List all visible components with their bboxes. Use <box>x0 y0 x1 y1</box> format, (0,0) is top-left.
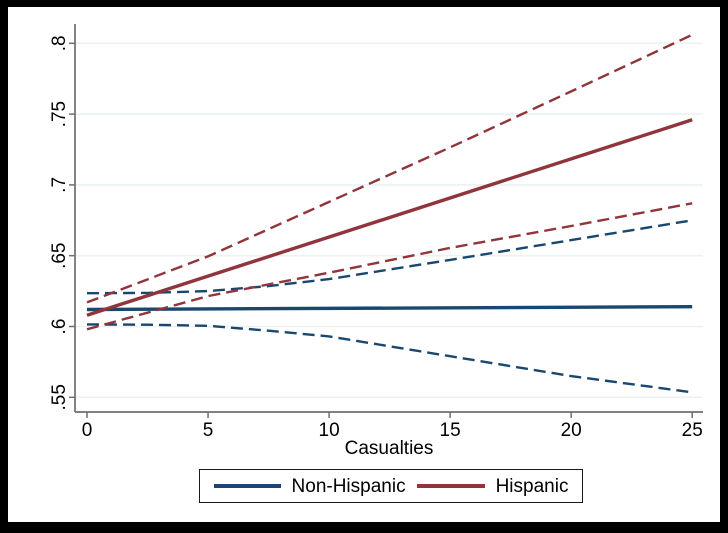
y-tick-label-55: .55 <box>49 384 70 410</box>
series-non-hispanic-ci-upper-line <box>86 219 693 295</box>
x-tick-label-5: 5 <box>203 420 214 441</box>
x-tick-label-15: 15 <box>440 420 461 441</box>
series-non-hispanic-ci-lower-line <box>86 323 693 394</box>
legend-label-hispanic: Hispanic <box>495 475 569 497</box>
legend-line-sample-hispanic <box>416 484 485 488</box>
series-hispanic-line <box>86 118 693 317</box>
series-group <box>86 33 693 394</box>
axes-group <box>69 24 703 418</box>
series-hispanic-ci-lower-line <box>86 202 693 331</box>
legend-line-sample-non-hispanic <box>213 484 281 488</box>
x-tick-label-20: 20 <box>561 420 582 441</box>
legend-entry-non-hispanic: Non-Hispanic <box>213 475 406 497</box>
legend-label-non-hispanic: Non-Hispanic <box>291 475 406 497</box>
y-tick-label-6: .6 <box>49 319 70 335</box>
y-tick-label-65: .65 <box>49 242 70 268</box>
series-hispanic-ci-upper-line <box>86 33 693 304</box>
x-tick-label-25: 25 <box>682 420 703 441</box>
x-axis-title: Casualties <box>344 438 434 459</box>
series-non-hispanic-line <box>86 305 693 312</box>
figure: .55 .6 .65 .7 .75 .8 0 5 10 15 20 25 Casualties Non… <box>8 7 720 522</box>
y-tick-label-8: .8 <box>49 35 70 51</box>
legend-entry-hispanic: Hispanic <box>416 475 569 497</box>
y-tick-label-75: .75 <box>49 101 70 127</box>
x-tick-label-0: 0 <box>82 420 93 441</box>
x-tick-label-10: 10 <box>319 420 340 441</box>
tick-labels-group: .55 .6 .65 .7 .75 .8 0 5 10 15 20 25 <box>49 35 703 441</box>
legend-box: Non-Hispanic Hispanic <box>199 469 583 503</box>
gridlines-group <box>75 42 703 399</box>
y-tick-label-7: .7 <box>49 177 70 193</box>
chart-svg: .55 .6 .65 .7 .75 .8 0 5 10 15 20 25 <box>49 24 703 441</box>
